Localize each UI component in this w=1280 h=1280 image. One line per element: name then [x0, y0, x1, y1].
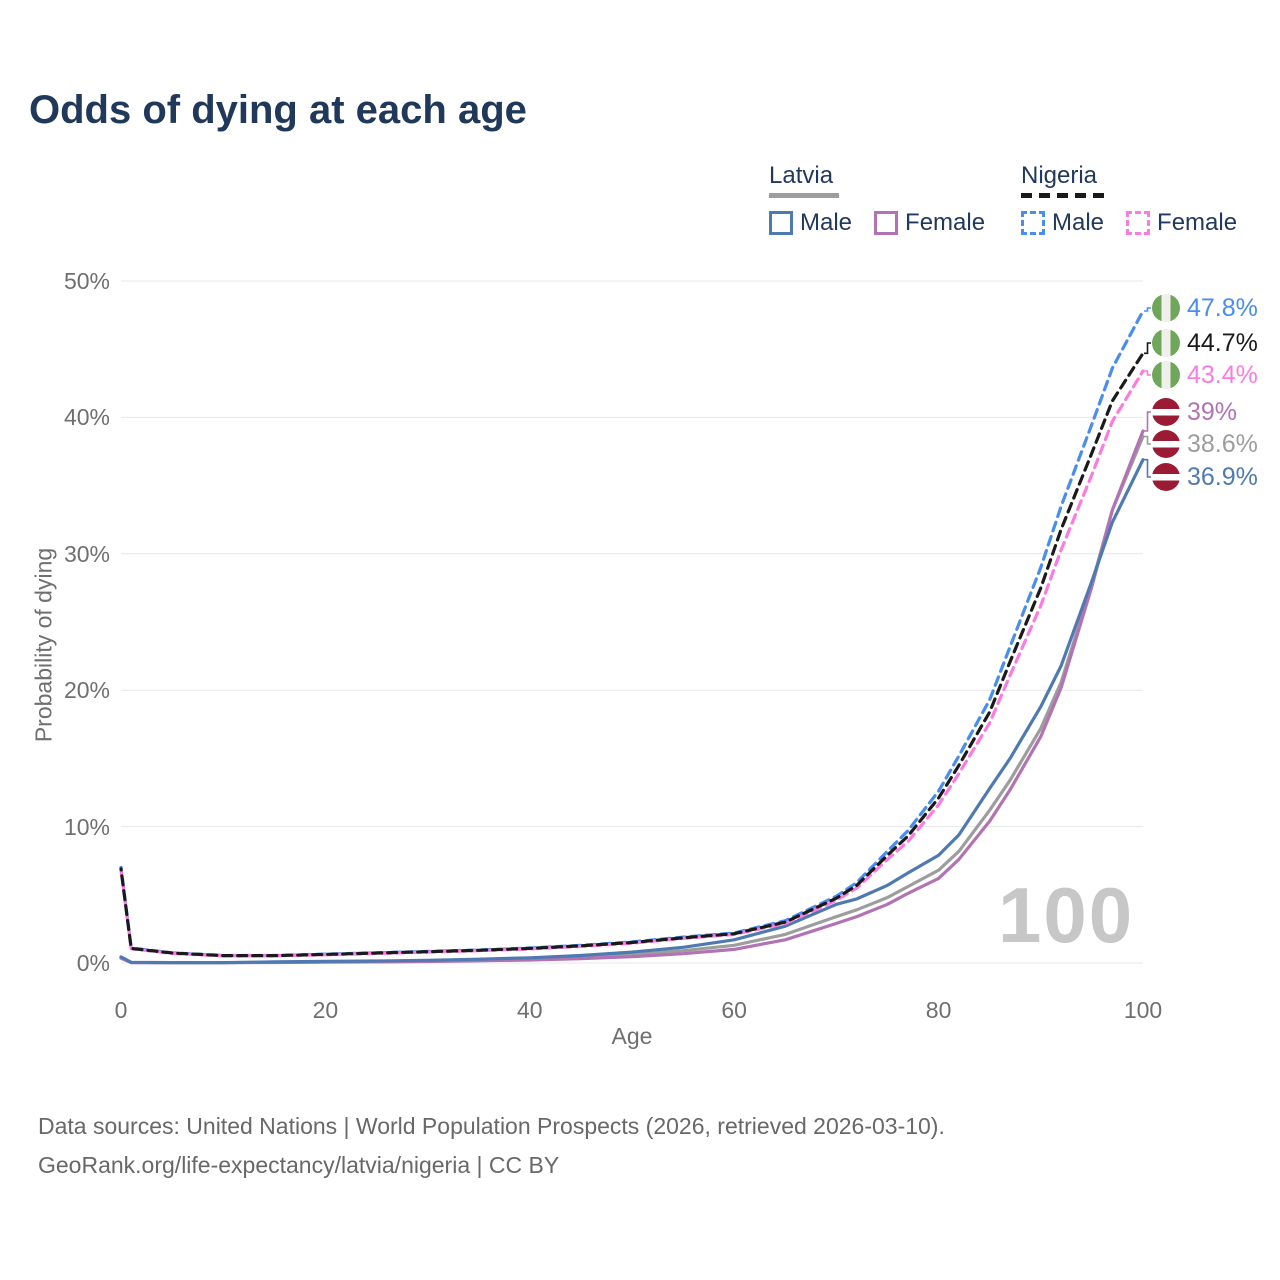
end-label-nigeria-male: 47.8% [1152, 294, 1258, 322]
end-label-value: 44.7% [1187, 329, 1258, 357]
y-tick-label: 0% [76, 950, 110, 976]
legend-item-nigeria-male[interactable]: Male [1021, 209, 1104, 237]
nigeria-flag-icon [1152, 361, 1180, 389]
end-label-value: 38.6% [1187, 430, 1258, 458]
legend-group-title-nigeria: Nigeria [1021, 162, 1098, 189]
footer-attribution: GeoRank.org/life-expectancy/latvia/niger… [38, 1152, 560, 1178]
end-label-leader [1144, 411, 1151, 432]
series-line-nigeria-female [119, 369, 1145, 958]
legend-item-label: Female [1157, 209, 1238, 236]
legend-key-latvia-total [769, 193, 839, 198]
age-watermark: 100 [998, 871, 1135, 959]
end-label-latvia-male: 36.9% [1152, 463, 1258, 491]
end-label-value: 36.9% [1187, 463, 1258, 491]
legend-group-title-latvia: Latvia [769, 162, 834, 189]
legend-item-latvia-female[interactable]: Female [874, 209, 985, 237]
legend-swatch-nigeria-male [1021, 211, 1045, 235]
legend-item-latvia-male[interactable]: Male [769, 209, 852, 237]
legend-item-label: Male [1052, 209, 1105, 236]
end-label-leader [1144, 435, 1151, 445]
legend-item-label: Male [800, 209, 853, 236]
x-tick-label: 100 [1123, 997, 1163, 1023]
end-label-leader [1144, 370, 1151, 376]
legend-item-label: Female [905, 209, 986, 236]
legend-group-nigeria: Nigeria Male Female [1021, 162, 1237, 237]
page-title: Odds of dying at each age [29, 88, 527, 132]
end-label-value: 39% [1187, 398, 1238, 426]
legend-swatch-nigeria-female [1126, 211, 1151, 235]
x-tick-label: 20 [312, 997, 339, 1023]
y-tick-label: 40% [63, 404, 110, 431]
end-label-value: 43.4% [1187, 361, 1258, 389]
series-line-nigeria-total [119, 351, 1145, 958]
series-line-latvia-male [119, 458, 1145, 965]
end-label-nigeria-total: 44.7% [1152, 329, 1258, 357]
legend-group-latvia: Latvia Male Female [769, 162, 985, 237]
end-label-value: 47.8% [1187, 294, 1258, 322]
latvia-flag-icon [1152, 398, 1180, 426]
legend-key-nigeria-total [1021, 193, 1107, 198]
end-label-latvia-female: 39% [1152, 398, 1237, 426]
nigeria-flag-icon [1152, 329, 1180, 357]
legend-item-nigeria-female[interactable]: Female [1126, 209, 1237, 237]
end-label-leader [1144, 307, 1151, 312]
end-label-leader [1144, 458, 1151, 478]
x-tick-label: 80 [925, 997, 952, 1023]
legend-swatch-latvia-male [769, 211, 793, 235]
legend-swatch-latvia-female [874, 211, 899, 235]
x-tick-label: 0 [114, 997, 128, 1023]
nigeria-flag-icon [1152, 294, 1180, 322]
end-label-latvia-total: 38.6% [1152, 430, 1258, 458]
latvia-flag-icon [1152, 430, 1180, 458]
latvia-flag-icon [1152, 463, 1180, 491]
x-tick-label: 40 [517, 997, 543, 1023]
series-line-nigeria-male [119, 309, 1145, 958]
x-tick-label: 60 [721, 997, 747, 1023]
footer-data-sources: Data sources: United Nations | World Pop… [38, 1113, 945, 1139]
end-label-leader [1144, 342, 1151, 355]
x-axis-title: Age [611, 1023, 653, 1049]
footer: Data sources: United Nations | World Pop… [38, 1107, 945, 1185]
y-tick-label: 50% [63, 268, 110, 294]
end-label-nigeria-female: 43.4% [1152, 361, 1258, 389]
y-tick-label: 20% [63, 677, 110, 704]
y-tick-label: 10% [63, 813, 110, 840]
y-tick-label: 30% [63, 540, 110, 567]
